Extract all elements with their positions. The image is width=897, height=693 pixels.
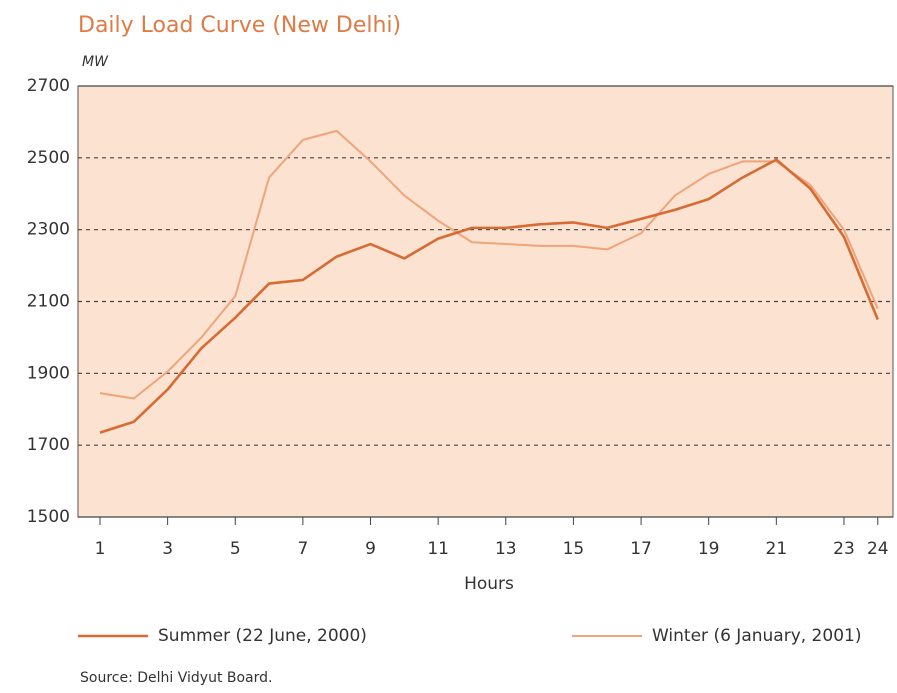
x-tick-label: 19 xyxy=(698,539,720,559)
x-tick-label: 17 xyxy=(630,539,652,559)
x-tick-label: 24 xyxy=(867,539,889,559)
legend-label: Winter (6 January, 2001) xyxy=(652,626,861,646)
y-axis-label: MW xyxy=(82,54,109,70)
source: Source: Delhi Vidyut Board. xyxy=(80,670,273,686)
legend-label: Summer (22 June, 2000) xyxy=(158,626,367,646)
x-tick-label: 11 xyxy=(427,539,449,559)
x-tick-label: 3 xyxy=(162,539,173,559)
y-tick-label: 2100 xyxy=(27,292,70,312)
x-tick-label: 21 xyxy=(766,539,788,559)
x-tick-label: 23 xyxy=(833,539,855,559)
y-tick-label: 2700 xyxy=(27,76,70,96)
y-tick-label: 2500 xyxy=(27,148,70,168)
x-tick-label: 13 xyxy=(495,539,517,559)
y-tick-label: 1900 xyxy=(27,363,70,383)
y-tick-label: 1500 xyxy=(27,507,70,527)
plot-area xyxy=(77,85,894,518)
series-line xyxy=(99,129,879,400)
x-tick-label: 7 xyxy=(297,539,308,559)
series-line xyxy=(99,158,879,434)
x-tick-label: 1 xyxy=(95,539,106,559)
y-tick-label: 2300 xyxy=(27,220,70,240)
x-axis-label: Hours xyxy=(464,574,514,594)
y-tick-label: 1700 xyxy=(27,435,70,455)
x-tick-label: 15 xyxy=(563,539,585,559)
x-tick-label: 9 xyxy=(365,539,376,559)
chart-title: Daily Load Curve (New Delhi) xyxy=(78,13,401,38)
x-tick-label: 5 xyxy=(230,539,241,559)
